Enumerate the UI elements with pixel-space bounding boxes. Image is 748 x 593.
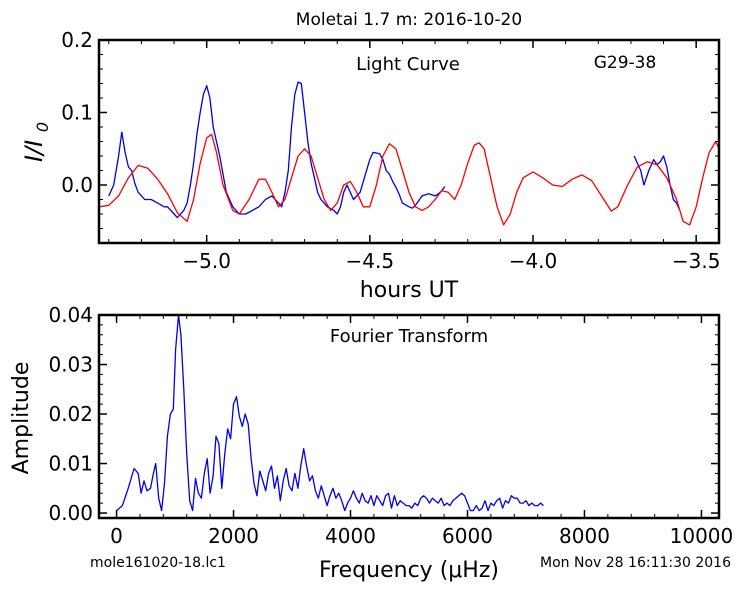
fourier-ytick-label: 0.03 — [48, 353, 93, 377]
fourier-panel: 0 2000 4000 6000 8000 10000 0.00 0.01 0.02 0.03 0.… — [9, 303, 733, 583]
light-curve-ticks: −5.0 −4.5 −4.0 −3.5 0.0 0.1 0.2 — [61, 28, 720, 273]
ylabel-main: I/I — [20, 140, 48, 162]
light-curve-panel: −5.0 −4.5 −4.0 −3.5 0.0 0.1 0.2 Light Curve G2… — [20, 28, 720, 303]
fourier-ticks: 0 2000 4000 6000 8000 10000 0.00 0.01 0.02 0.03 0.… — [48, 303, 733, 548]
light-curve-series-1-line-0 — [99, 133, 719, 226]
light-curve-frame — [97, 38, 721, 245]
timestamp-label: Mon Nov 28 16:11:30 2016 — [540, 555, 731, 571]
fourier-xtick-label: 4000 — [325, 524, 376, 548]
fourier-title: Fourier Transform — [330, 326, 488, 347]
light-curve-series-0-line-0 — [108, 81, 446, 219]
light-curve-xlabel: hours UT — [360, 278, 459, 303]
light-curve-ytick-label: 0.2 — [61, 28, 93, 52]
fourier-ytick-label: 0.01 — [48, 452, 93, 476]
fourier-xlabel: Frequency (μHz) — [319, 558, 499, 583]
light-curve-ytick-label: 0.1 — [61, 101, 93, 125]
fourier-xtick-label: 8000 — [559, 524, 610, 548]
fourier-ylabel: Amplitude — [9, 362, 34, 475]
light-curve-xtick-label: −4.5 — [346, 249, 395, 273]
fourier-xtick-label: 10000 — [670, 524, 734, 548]
figure-title: Moletai 1.7 m: 2016-10-20 — [296, 10, 522, 30]
light-curve-ytick-label: 0.0 — [61, 173, 93, 197]
fourier-ytick-label: 0.00 — [48, 501, 93, 525]
light-curve-ylabel: I/I 0 — [20, 122, 52, 162]
fourier-xtick-label: 2000 — [208, 524, 259, 548]
filename-label: mole161020-18.lc1 — [90, 555, 226, 571]
fourier-ytick-label: 0.02 — [48, 402, 93, 426]
ylabel-subscript: 0 — [33, 122, 52, 132]
fourier-series-0-line-0 — [116, 315, 544, 512]
light-curve-title: Light Curve — [356, 54, 460, 75]
fourier-ytick-label: 0.04 — [48, 303, 93, 327]
fourier-xtick-label: 6000 — [442, 524, 493, 548]
light-curve-xtick-label: −5.0 — [182, 249, 231, 273]
light-curve-series-0-line-1 — [633, 155, 681, 211]
light-curve-series — [99, 81, 719, 226]
light-curve-xtick-label: −3.5 — [672, 249, 721, 273]
light-curve-xtick-label: −4.0 — [509, 249, 558, 273]
fourier-frame — [97, 313, 721, 520]
star-name-annotation: G29-38 — [594, 53, 657, 73]
fourier-xtick-label: 0 — [110, 524, 123, 548]
fourier-series — [116, 315, 544, 512]
